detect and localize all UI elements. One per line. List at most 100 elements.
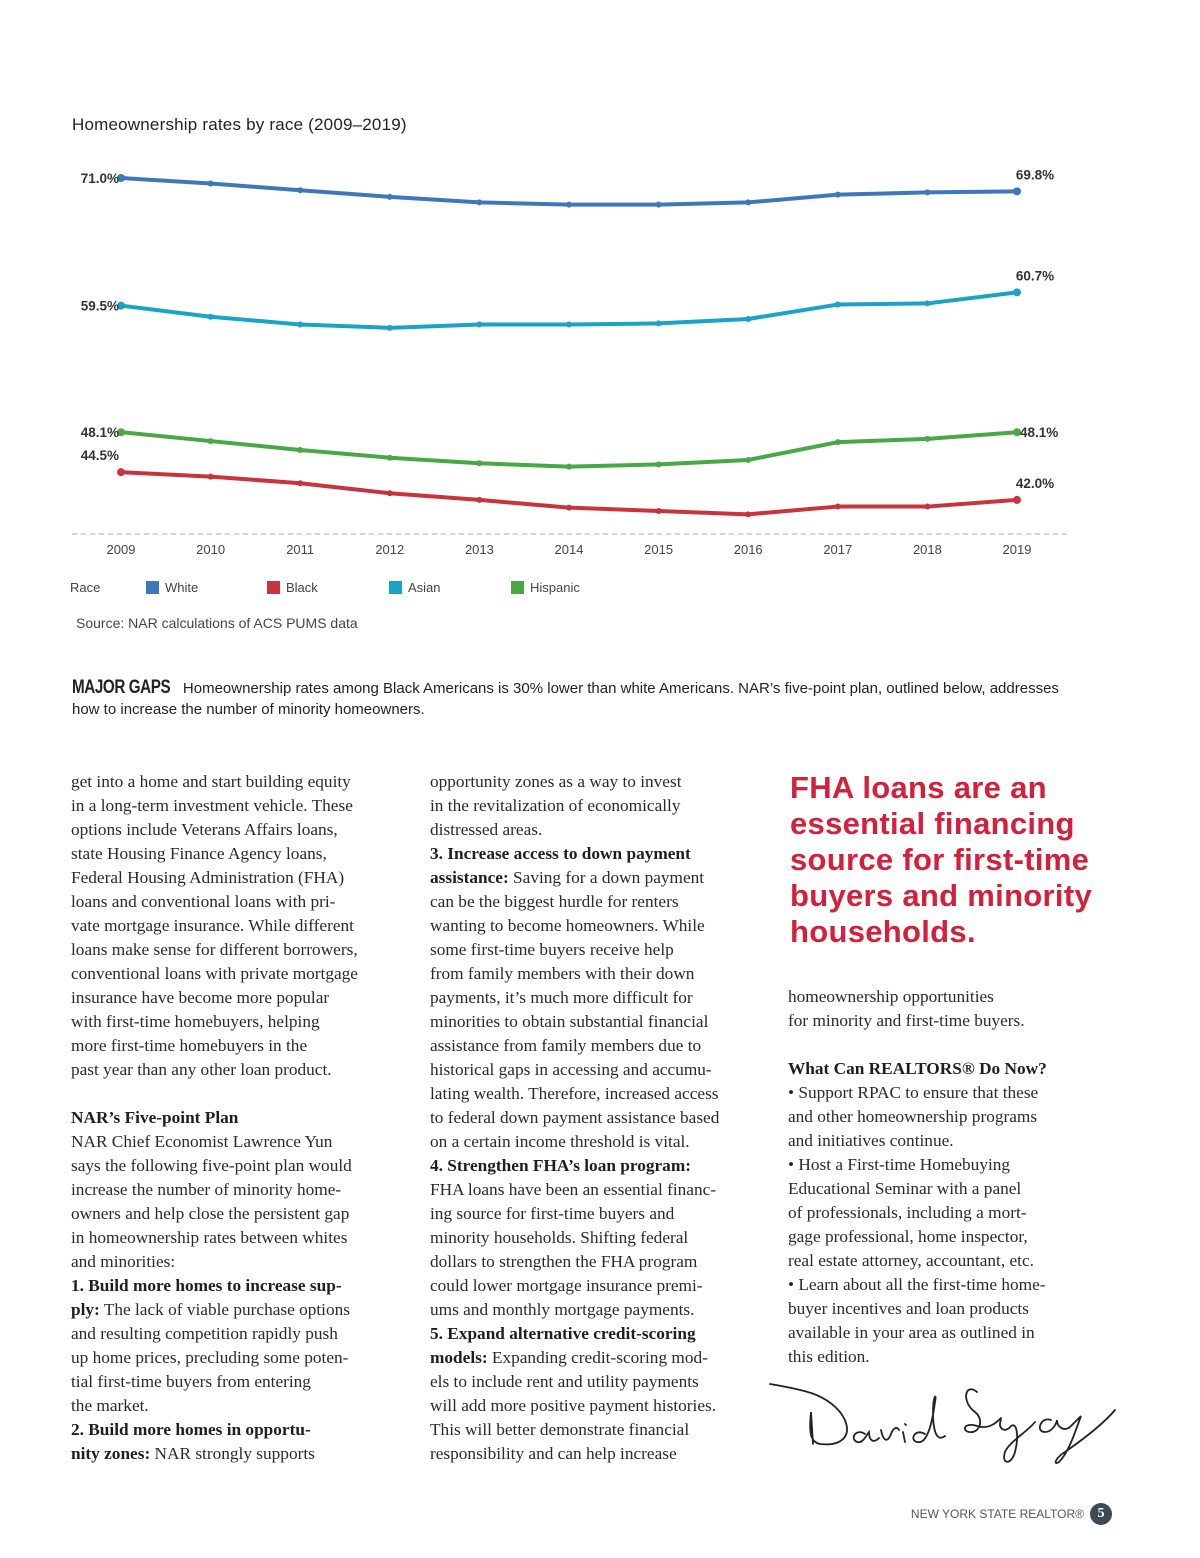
data-point-black — [117, 468, 125, 477]
data-point-asian — [476, 321, 483, 328]
bold-lead: nity zones: — [71, 1444, 151, 1463]
start-value-label: 59.5% — [81, 299, 119, 314]
text-line: 4. Strengthen FHA’s loan program: — [430, 1154, 719, 1178]
data-point-hispanic — [1013, 428, 1021, 437]
caption-text: Homeownership rates among Black American… — [72, 680, 1059, 718]
legend-item-hispanic: Hispanic — [511, 580, 580, 595]
text-line: responsibility and can help increase — [430, 1442, 719, 1466]
body-text: to federal down payment assistance based — [430, 1108, 720, 1127]
legend-label: Asian — [408, 580, 441, 595]
data-point-asian — [207, 313, 214, 320]
text-line: homeownership opportunities — [788, 985, 1047, 1009]
body-text: owners and help close the persistent gap — [71, 1204, 350, 1223]
data-point-black — [1013, 495, 1021, 504]
body-text: lating wealth. Therefore, increased acce… — [430, 1084, 719, 1103]
data-point-hispanic — [386, 454, 393, 461]
text-line: and resulting competition rapidly push — [71, 1322, 358, 1346]
body-text: vate mortgage insurance. While different — [71, 916, 354, 935]
text-line: of professionals, including a mort- — [788, 1201, 1047, 1225]
text-line: buyer incentives and loan products — [788, 1297, 1047, 1321]
data-point-asian — [924, 300, 931, 307]
bold-lead: What Can REALTORS® Do Now? — [788, 1059, 1047, 1078]
text-line: tial first-time buyers from entering — [71, 1370, 358, 1394]
data-point-white — [297, 187, 304, 194]
body-text: will add more positive payment histories… — [430, 1396, 717, 1415]
body-text: FHA loans have been an essential financ- — [430, 1180, 717, 1199]
text-line: 1. Build more homes to increase sup- — [71, 1274, 358, 1298]
body-text: buyer incentives and loan products — [788, 1299, 1029, 1318]
text-line — [788, 1033, 1047, 1057]
body-text: ums and monthly mortgage payments. — [430, 1300, 695, 1319]
body-text: of professionals, including a mort- — [788, 1203, 1027, 1222]
text-line: opportunity zones as a way to invest — [430, 770, 719, 794]
text-line: lating wealth. Therefore, increased acce… — [430, 1082, 719, 1106]
text-line: wanting to become homeowners. While — [430, 914, 719, 938]
data-point-white — [207, 180, 214, 187]
data-point-asian — [297, 321, 304, 328]
text-line: ing source for first-time buyers and — [430, 1202, 719, 1226]
data-point-white — [1013, 187, 1021, 196]
text-line: get into a home and start building equit… — [71, 770, 358, 794]
text-line: to federal down payment assistance based — [430, 1106, 719, 1130]
text-line: up home prices, precluding some poten- — [71, 1346, 358, 1370]
body-text: state Housing Finance Agency loans, — [71, 844, 327, 863]
data-point-black — [655, 508, 662, 514]
bold-lead: 5. Expand alternative credit-scoring — [430, 1324, 696, 1343]
body-text: options include Veterans Affairs loans, — [71, 820, 338, 839]
data-point-white — [386, 193, 393, 200]
body-text: tial first-time buyers from entering — [71, 1372, 311, 1391]
body-text: some first-time buyers receive help — [430, 940, 674, 959]
data-point-black — [924, 503, 931, 510]
body-text: increase the number of minority home- — [71, 1180, 342, 1199]
x-tick-label: 2009 — [107, 542, 136, 557]
x-tick-label: 2019 — [1003, 542, 1032, 557]
text-line: insurance have become more popular — [71, 986, 358, 1010]
data-point-hispanic — [924, 435, 931, 442]
data-point-black — [476, 496, 483, 503]
body-text: in homeownership rates between whites — [71, 1228, 348, 1247]
body-text: more first-time homebuyers in the — [71, 1036, 308, 1055]
text-line: and minorities: — [71, 1250, 358, 1274]
text-line: What Can REALTORS® Do Now? — [788, 1057, 1047, 1081]
body-text: in a long-term investment vehicle. These — [71, 796, 353, 815]
body-text: homeownership opportunities — [788, 987, 994, 1006]
data-point-white — [924, 189, 931, 196]
caption-kicker: MAJOR GAPS — [72, 677, 171, 698]
text-line: • Support RPAC to ensure that these — [788, 1081, 1047, 1105]
text-line: assistance: Saving for a down payment — [430, 866, 719, 890]
body-text: from family members with their down — [430, 964, 695, 983]
text-line: ums and monthly mortgage payments. — [430, 1298, 719, 1322]
series-line-white — [119, 176, 1019, 207]
body-text: insurance have become more popular — [71, 988, 330, 1007]
body-text: can be the biggest hurdle for renters — [430, 892, 679, 911]
legend-label: White — [165, 580, 199, 595]
body-text: dollars to strengthen the FHA program — [430, 1252, 698, 1271]
text-line: state Housing Finance Agency loans, — [71, 842, 358, 866]
body-text: conventional loans with private mortgage — [71, 964, 358, 983]
body-text: NAR strongly supports — [150, 1444, 315, 1463]
body-text: Federal Housing Administration (FHA) — [71, 868, 345, 887]
text-line: on a certain income threshold is vital. — [430, 1130, 719, 1154]
body-text: could lower mortgage insurance premi- — [430, 1276, 703, 1295]
start-value-label: 48.1% — [81, 425, 119, 440]
legend-item-black: Black — [267, 580, 318, 595]
body-text: real estate attorney, accountant, etc. — [788, 1251, 1034, 1270]
text-line: gage professional, home inspector, — [788, 1225, 1047, 1249]
text-line: in the revitalization of economically — [430, 794, 719, 818]
x-tick-label: 2013 — [465, 542, 494, 557]
body-text: opportunity zones as a way to invest — [430, 772, 682, 791]
bold-lead: assistance: — [430, 868, 509, 887]
body-text: payments, it’s much more difficult for — [430, 988, 693, 1007]
text-line: Federal Housing Administration (FHA) — [71, 866, 358, 890]
article-column-2: opportunity zones as a way to invest in t… — [430, 770, 719, 1466]
body-text: minorities to obtain substantial financi… — [430, 1012, 709, 1031]
data-point-asian — [655, 320, 662, 327]
data-point-asian — [1013, 288, 1021, 297]
text-line: nity zones: NAR strongly supports — [71, 1442, 358, 1466]
text-line: NAR’s Five-point Plan — [71, 1106, 358, 1130]
text-line: increase the number of minority home- — [71, 1178, 358, 1202]
body-text: minority households. Shifting federal — [430, 1228, 689, 1247]
data-point-black — [745, 511, 752, 518]
data-point-white — [566, 201, 572, 208]
data-point-hispanic — [566, 463, 572, 470]
